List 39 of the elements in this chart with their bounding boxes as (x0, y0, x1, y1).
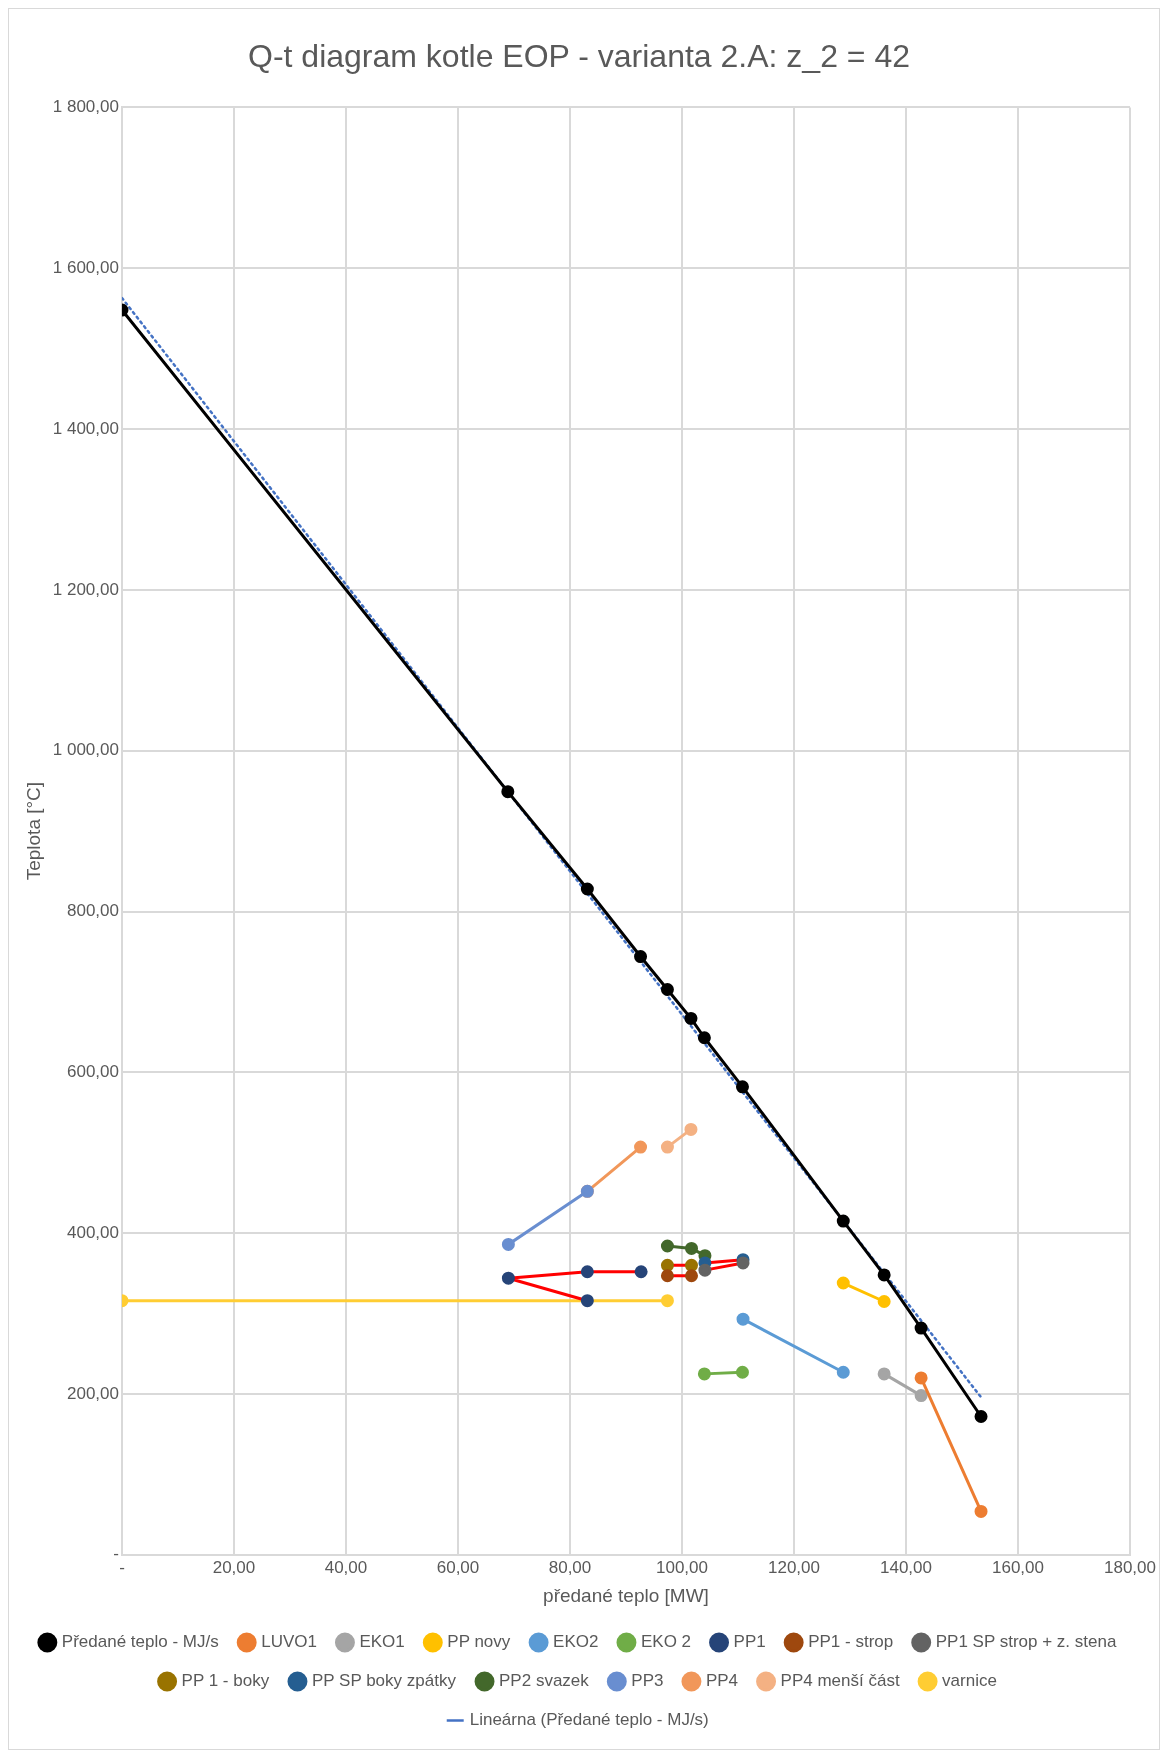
x-tick-label: 20,00 (212, 1557, 256, 1577)
legend-label: PP3 (631, 1671, 664, 1691)
y-tick-label: 1 400,00 (52, 418, 119, 438)
y-tick-label: 1 200,00 (52, 579, 119, 599)
y-tick-label: 1 800,00 (52, 97, 119, 117)
legend-label: Předané teplo - MJ/s (61, 1632, 219, 1652)
y-tick-label: 1 000,00 (52, 740, 119, 760)
x-tick-label: 140,00 (880, 1557, 932, 1577)
x-axis-title: předané teplo [MW] (543, 1584, 709, 1606)
x-tick-label: 80,00 (548, 1557, 592, 1577)
y-tick-label: - (113, 1544, 119, 1564)
x-tick-label: 100,00 (655, 1557, 708, 1577)
legend-label: PP novy (447, 1632, 511, 1652)
chart-title: Q-t diagram kotle EOP - varianta 2.A: z_2 = 42 (248, 38, 910, 75)
y-tick-label: 800,00 (66, 901, 119, 921)
y-axis-title: Teplota [°C] (22, 781, 44, 881)
legend-label: PP SP boky zpátky (311, 1671, 457, 1691)
legend-label: PP4 menší část (780, 1671, 900, 1691)
legend-label: PP1 SP strop + z. stena (935, 1632, 1117, 1652)
legend-label: PP1 - strop (808, 1632, 894, 1652)
legend-label: LUVO1 (261, 1632, 317, 1652)
x-tick-label: 120,00 (767, 1557, 820, 1577)
x-tick-label: 180,00 (1104, 1557, 1156, 1577)
legend-label: PP2 svazek (499, 1671, 590, 1691)
legend-label: EKO2 (553, 1632, 599, 1652)
y-tick-label: 200,00 (66, 1383, 119, 1403)
legend-label: EKO 2 (640, 1632, 692, 1652)
x-tick-label: 60,00 (436, 1557, 480, 1577)
x-tick-label: 40,00 (324, 1557, 368, 1577)
legend-label: PP 1 - boky (181, 1671, 270, 1691)
legend-label: EKO1 (359, 1632, 405, 1652)
legend-label: PP4 (705, 1671, 739, 1691)
y-tick-label: 1 600,00 (52, 257, 119, 277)
legend-label: Lineárna (Předané teplo - MJ/s) (469, 1710, 709, 1730)
legend-label: varnice (942, 1671, 997, 1691)
x-tick-label: 160,00 (992, 1557, 1044, 1577)
y-tick-label: 600,00 (66, 1062, 119, 1082)
y-tick-label: 400,00 (66, 1222, 119, 1242)
legend-label: PP1 (733, 1632, 766, 1652)
